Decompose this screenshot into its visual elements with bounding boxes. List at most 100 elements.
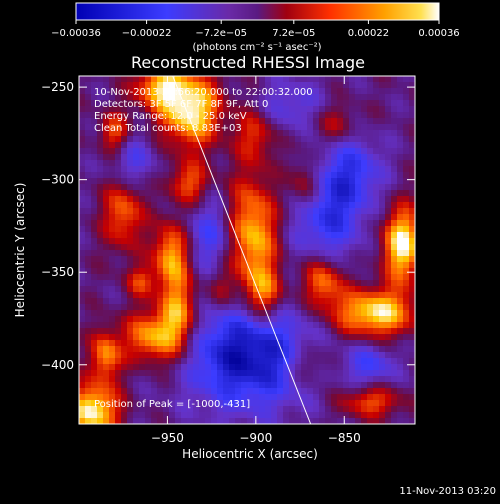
heatmap-cell: [193, 274, 200, 281]
heatmap-cell: [283, 340, 290, 347]
heatmap-cell: [379, 244, 386, 251]
heatmap-cell: [241, 376, 248, 383]
heatmap-cell: [163, 76, 170, 83]
heatmap-cell: [205, 280, 212, 287]
heatmap-cell: [283, 406, 290, 413]
heatmap-cell: [79, 322, 86, 329]
heatmap-cell: [235, 394, 242, 401]
heatmap-cell: [301, 412, 308, 419]
heatmap-cell: [133, 136, 140, 143]
heatmap-cell: [115, 154, 122, 161]
heatmap-cell: [247, 280, 254, 287]
heatmap-cell: [259, 190, 266, 197]
heatmap-cell: [139, 184, 146, 191]
heatmap-cell: [319, 142, 326, 149]
heatmap-cell: [277, 250, 284, 257]
heatmap-cell: [247, 412, 254, 419]
heatmap-cell: [307, 94, 314, 101]
heatmap-cell: [373, 76, 380, 83]
heatmap-cell: [241, 400, 248, 407]
heatmap-cell: [217, 280, 224, 287]
heatmap-cell: [229, 382, 236, 389]
heatmap-cell: [301, 196, 308, 203]
heatmap-cell: [157, 382, 164, 389]
heatmap-cell: [217, 76, 224, 83]
heatmap-cell: [385, 412, 392, 419]
heatmap-cell: [205, 196, 212, 203]
heatmap-cell: [193, 304, 200, 311]
heatmap-cell: [193, 148, 200, 155]
heatmap-cell: [139, 166, 146, 173]
heatmap-cell: [379, 160, 386, 167]
heatmap-cell: [115, 220, 122, 227]
heatmap-cell: [103, 400, 110, 407]
heatmap-cell: [271, 100, 278, 107]
heatmap-cell: [349, 340, 356, 347]
heatmap-cell: [121, 274, 128, 281]
heatmap-cell: [265, 340, 272, 347]
heatmap-cell: [385, 382, 392, 389]
heatmap-cell: [337, 400, 344, 407]
heatmap-cell: [247, 334, 254, 341]
heatmap-cell: [211, 340, 218, 347]
heatmap-cell: [211, 220, 218, 227]
heatmap-cell: [79, 148, 86, 155]
heatmap-cell: [355, 406, 362, 413]
heatmap-cell: [301, 124, 308, 131]
heatmap-cell: [277, 184, 284, 191]
heatmap-cell: [373, 280, 380, 287]
heatmap-cell: [403, 238, 410, 245]
heatmap-cell: [193, 226, 200, 233]
heatmap-cell: [355, 178, 362, 185]
heatmap-cell: [91, 238, 98, 245]
heatmap-cell: [211, 370, 218, 377]
heatmap-cell: [229, 130, 236, 137]
heatmap-cell: [253, 406, 260, 413]
heatmap-cell: [343, 394, 350, 401]
heatmap-cell: [151, 106, 158, 113]
heatmap-cell: [163, 118, 170, 125]
heatmap-cell: [79, 244, 86, 251]
heatmap-cell: [175, 112, 182, 119]
heatmap-cell: [181, 184, 188, 191]
heatmap-cell: [229, 106, 236, 113]
heatmap-cell: [223, 298, 230, 305]
heatmap-cell: [229, 76, 236, 83]
heatmap-cell: [205, 370, 212, 377]
heatmap-cell: [409, 88, 415, 95]
heatmap-cell: [295, 184, 302, 191]
heatmap-cell: [151, 370, 158, 377]
heatmap-cell: [157, 370, 164, 377]
heatmap-cell: [115, 244, 122, 251]
heatmap-cell: [121, 316, 128, 323]
heatmap-cell: [289, 262, 296, 269]
heatmap-cell: [121, 106, 128, 113]
heatmap-cell: [373, 412, 380, 419]
heatmap-cell: [343, 208, 350, 215]
heatmap-cell: [403, 112, 410, 119]
heatmap-cell: [133, 118, 140, 125]
heatmap-cell: [103, 304, 110, 311]
heatmap-cell: [331, 136, 338, 143]
heatmap-cell: [295, 100, 302, 107]
heatmap-cell: [127, 310, 134, 317]
heatmap-cell: [283, 376, 290, 383]
heatmap-cell: [79, 274, 86, 281]
heatmap-cell: [379, 298, 386, 305]
heatmap-cell: [283, 382, 290, 389]
heatmap-cell: [235, 94, 242, 101]
heatmap-cell: [157, 100, 164, 107]
heatmap-cell: [121, 340, 128, 347]
heatmap-cell: [325, 214, 332, 221]
heatmap-cell: [271, 280, 278, 287]
heatmap-cell: [367, 100, 374, 107]
heatmap-cell: [151, 148, 158, 155]
heatmap-cell: [139, 346, 146, 353]
heatmap-cell: [205, 316, 212, 323]
heatmap-cell: [229, 328, 236, 335]
heatmap-cell: [145, 328, 152, 335]
heatmap-cell: [271, 256, 278, 263]
heatmap-cell: [127, 196, 134, 203]
heatmap-cell: [235, 82, 242, 89]
heatmap-cell: [313, 238, 320, 245]
